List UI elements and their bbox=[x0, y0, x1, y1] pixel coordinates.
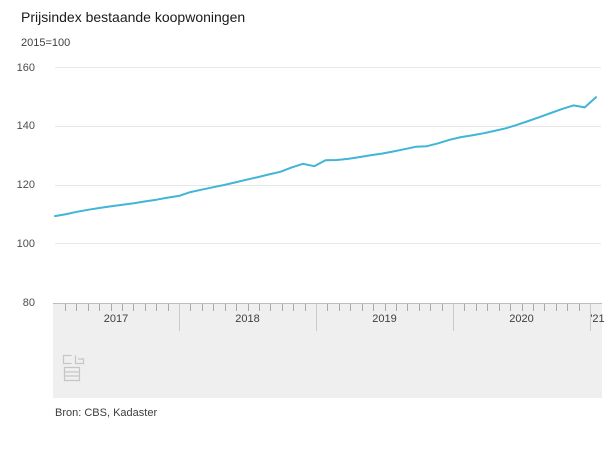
month-tick bbox=[521, 304, 523, 311]
gridline bbox=[55, 243, 601, 245]
month-tick bbox=[76, 304, 78, 311]
month-tick bbox=[201, 304, 203, 311]
x-axis-year-label: 2020 bbox=[509, 313, 534, 325]
month-tick bbox=[64, 304, 66, 311]
month-tick bbox=[99, 304, 101, 311]
gridline bbox=[55, 184, 601, 186]
month-tick bbox=[236, 304, 238, 311]
month-tick bbox=[384, 304, 386, 311]
gridline bbox=[55, 67, 601, 68]
month-tick bbox=[395, 304, 397, 311]
month-tick bbox=[327, 304, 329, 311]
month-tick bbox=[544, 304, 546, 311]
month-tick bbox=[190, 304, 192, 311]
month-tick bbox=[338, 304, 340, 311]
month-tick bbox=[430, 304, 432, 311]
month-tick bbox=[361, 304, 363, 311]
month-tick bbox=[258, 304, 260, 311]
x-axis-year-label: 2017 bbox=[103, 313, 129, 325]
month-tick bbox=[87, 304, 89, 311]
year-boundary-tick bbox=[316, 304, 317, 331]
month-tick bbox=[487, 304, 489, 311]
month-tick bbox=[224, 304, 226, 311]
month-tick bbox=[418, 304, 420, 311]
month-tick bbox=[293, 304, 295, 311]
month-tick bbox=[407, 304, 409, 311]
month-tick bbox=[567, 304, 569, 311]
x-axis-year-label: 2018 bbox=[235, 313, 260, 325]
month-tick bbox=[555, 304, 557, 311]
month-tick bbox=[167, 304, 169, 311]
month-tick bbox=[110, 304, 112, 311]
gridline bbox=[55, 125, 601, 127]
month-tick bbox=[247, 304, 249, 311]
year-boundary-tick bbox=[179, 304, 180, 331]
price-index-line bbox=[54, 96, 597, 218]
y-axis-label: 80 bbox=[22, 296, 35, 309]
month-tick bbox=[213, 304, 215, 311]
y-axis-label: 100 bbox=[16, 237, 35, 250]
month-tick bbox=[121, 304, 123, 311]
month-tick bbox=[532, 304, 534, 311]
month-tick bbox=[281, 304, 283, 311]
month-tick bbox=[464, 304, 466, 311]
y-axis-label: 120 bbox=[16, 179, 35, 191]
month-tick bbox=[304, 304, 306, 311]
x-axis-range-selector[interactable]: 2017 2018 2019 2020 '21 bbox=[53, 303, 605, 398]
month-tick bbox=[350, 304, 352, 311]
month-tick bbox=[373, 304, 375, 311]
month-tick bbox=[156, 304, 158, 311]
month-tick bbox=[475, 304, 477, 311]
source-attribution: Bron: CBS, Kadaster bbox=[55, 407, 158, 419]
month-tick bbox=[441, 304, 443, 311]
month-tick bbox=[144, 304, 146, 311]
cbs-logo-icon bbox=[62, 354, 85, 382]
month-tick bbox=[133, 304, 135, 311]
x-axis-year-label: 2019 bbox=[372, 313, 397, 325]
y-axis-label: 160 bbox=[16, 61, 35, 74]
chart-unit-label: 2015=100 bbox=[21, 37, 71, 49]
month-tick bbox=[498, 304, 500, 311]
month-tick bbox=[270, 304, 272, 311]
month-tick bbox=[578, 304, 580, 311]
month-tick bbox=[510, 304, 512, 311]
x-axis-year-label: '21 bbox=[590, 313, 605, 325]
chart-title: Prijsindex bestaande koopwoningen bbox=[21, 9, 246, 25]
year-boundary-tick bbox=[590, 304, 591, 331]
year-boundary-tick bbox=[453, 304, 454, 331]
y-axis-label: 140 bbox=[16, 120, 35, 133]
